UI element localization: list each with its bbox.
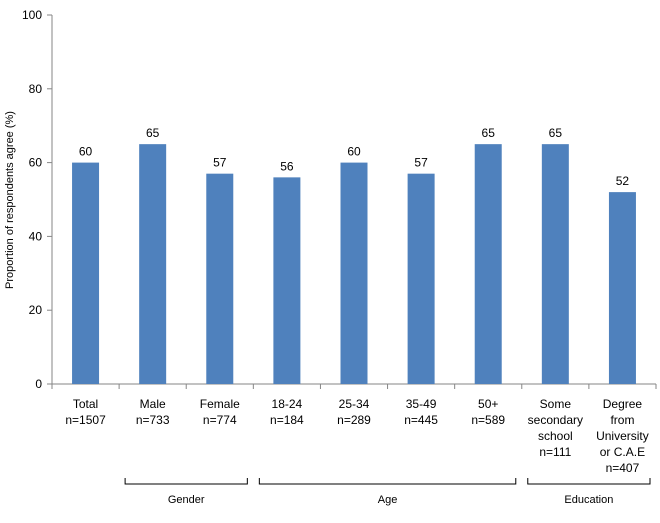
x-tick-label: Male n=733 xyxy=(136,397,170,427)
data-label: 65 xyxy=(146,126,160,140)
group-bracket xyxy=(258,478,517,485)
data-label: 57 xyxy=(414,156,428,170)
data-labels: 60 65 57 56 60 57 65 65 52 xyxy=(79,126,630,188)
group-label: Education xyxy=(564,494,613,506)
data-label: 60 xyxy=(79,145,93,159)
bar xyxy=(273,177,301,384)
x-tick-label: Degree from University or C.A.E n=407 xyxy=(596,397,649,475)
bar xyxy=(206,173,234,384)
x-tick-label: Some secondary school n=111 xyxy=(528,397,583,459)
group-bracket xyxy=(124,478,248,485)
bar xyxy=(541,144,569,384)
x-tick-label: 18-24 n=184 xyxy=(270,397,304,427)
data-label: 65 xyxy=(482,126,496,140)
data-label: 65 xyxy=(549,126,563,140)
y-tick-label: 20 xyxy=(29,303,43,317)
bar xyxy=(608,192,636,384)
bar xyxy=(474,144,502,384)
bar xyxy=(72,162,100,384)
data-label: 60 xyxy=(347,145,361,159)
y-axis-label: Proportion of respondents agree (%) xyxy=(4,111,16,289)
data-label: 56 xyxy=(280,159,294,173)
y-tick-label: 60 xyxy=(29,156,43,170)
x-tick-label: 35-49 n=445 xyxy=(404,397,438,427)
bar xyxy=(340,162,368,384)
x-tick-label: 25-34 n=289 xyxy=(337,397,371,427)
y-tick-label: 0 xyxy=(35,377,42,391)
group-label: Gender xyxy=(168,494,205,506)
category-groups: Gender Age Education xyxy=(124,478,651,506)
y-tick-label: 100 xyxy=(22,8,42,22)
bar xyxy=(139,144,167,384)
x-tick-label: Female n=774 xyxy=(200,397,240,427)
x-tick-label: 50+ n=589 xyxy=(471,397,505,427)
group-bracket xyxy=(527,478,651,485)
x-tick-labels: Total n=1507 Male n=733 Female n=774 18-24 n=18… xyxy=(65,397,648,475)
x-tick-label: Total n=1507 xyxy=(65,397,106,427)
bars xyxy=(72,144,636,384)
data-label: 52 xyxy=(616,174,630,188)
data-label: 57 xyxy=(213,156,227,170)
group-label: Age xyxy=(378,494,398,506)
y-tick-label: 80 xyxy=(29,82,43,96)
y-tick-label: 40 xyxy=(29,229,43,243)
bar xyxy=(407,173,435,384)
